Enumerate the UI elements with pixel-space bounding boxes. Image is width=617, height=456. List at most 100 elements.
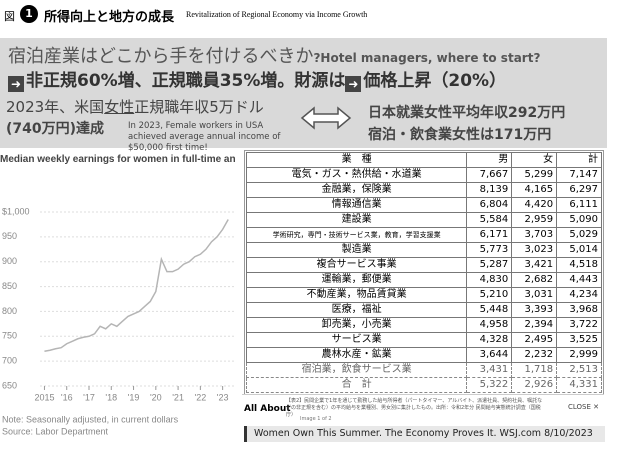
text: 価格上昇（20%）	[363, 71, 507, 91]
us-line: 2023年、米国女性正規職年収5万ドル	[6, 96, 264, 117]
double-arrow	[300, 106, 352, 130]
table: 業 種男女計電気・ガス・熱供給・水道業 7,667 5,299 7,147 金融業，保険…	[245, 152, 602, 393]
table-cell: 6,297	[556, 182, 602, 198]
table-cell: 5,773	[466, 242, 513, 258]
table-cell: 5,090	[556, 212, 602, 228]
table-row: 不動産業，物品賃貸業 5,210 3,031 4,234	[245, 287, 602, 303]
table-cell: 業 種	[245, 152, 468, 168]
header-icon: 図	[4, 10, 15, 23]
arrow-icon: ➜	[8, 76, 24, 92]
table-cell: 3,421	[511, 257, 558, 273]
table-cell: 4,518	[556, 257, 602, 273]
x-tick-label: '23	[217, 392, 229, 402]
table-cell: 3,722	[556, 317, 602, 333]
table-cell: 2,926	[511, 377, 558, 393]
table-cell: 卸売業，小売業	[245, 317, 468, 333]
table-cell: 2,682	[511, 272, 558, 288]
table-cell: 7,147	[556, 167, 602, 183]
header-title: 所得向上と地方の成長	[44, 10, 175, 25]
table-cell: 5,014	[556, 242, 602, 258]
text: 2023年、米国	[6, 98, 105, 116]
x-tick-label: '22	[194, 392, 206, 402]
table-row: サービス業 4,328 2,495 3,525	[245, 332, 602, 348]
x-tick-label: '20	[150, 392, 162, 402]
text: 女性	[104, 98, 135, 116]
x-tick-label: 2015	[34, 392, 54, 402]
table-cell: 3,393	[511, 302, 558, 318]
table-cell: 4,830	[466, 272, 513, 288]
table-row: 複合サービス事業 5,287 3,421 4,518	[245, 257, 602, 273]
y-tick-label: 800	[2, 306, 17, 316]
question-en: ?Hotel managers, where to start?	[313, 51, 541, 65]
table-cell: 5,584	[466, 212, 513, 228]
table-cell: 3,703	[511, 227, 558, 243]
y-tick-label: $1,000	[2, 206, 30, 216]
table-cell: 2,999	[556, 347, 602, 363]
table-cell: 製造業	[245, 242, 468, 258]
table-frame: 業 種男女計電気・ガス・熱供給・水道業 7,667 5,299 7,147 金融業，保険…	[244, 150, 604, 395]
arrow-icon: ➜	[345, 76, 362, 92]
banner-question: 宿泊産業はどこから手を付けるべきか?Hotel managers, where …	[8, 42, 540, 68]
jp-line1: 日本就業女性平均年収292万円	[368, 105, 566, 121]
table-cell: 電気・ガス・熱供給・水道業	[245, 167, 468, 183]
table-row: 製造業 5,773 3,023 5,014	[245, 242, 602, 258]
table-cell: 宿泊業，飲食サービス業	[245, 362, 468, 378]
table-row: 建設業 5,584 2,959 5,090	[245, 212, 602, 228]
y-tick-label: 900	[2, 256, 17, 266]
table-cell: 1,718	[511, 362, 558, 378]
table-cell: 5,448	[466, 302, 513, 318]
y-tick-label: 950	[2, 231, 17, 241]
table-cell: 2,232	[511, 347, 558, 363]
image-count: Image 1 of 2	[300, 416, 332, 422]
chart-note: Note: Seasonally adjusted, in current do…	[2, 414, 179, 424]
banner-line2: ➜ 非正規60%増、正規職員35%増。財源は ➜ 価格上昇（20%）	[8, 66, 506, 92]
table-row: 宿泊業，飲食サービス業 3,431 1,718 2,513	[245, 362, 602, 378]
y-tick-label: 850	[2, 281, 17, 291]
table-cell: 6,111	[556, 197, 602, 213]
table-cell: 6,171	[466, 227, 513, 243]
table-cell: 4,443	[556, 272, 602, 288]
y-tick-label: 750	[2, 331, 17, 341]
close-button[interactable]: CLOSE ✕	[568, 403, 600, 411]
table-cell: 3,525	[556, 332, 602, 348]
table-cell: 男	[466, 152, 513, 168]
table-cell: 女	[511, 152, 558, 168]
table-cell: 2,394	[511, 317, 558, 333]
logo: All About	[244, 404, 291, 414]
bottom-bar	[244, 426, 605, 442]
table-cell: 3,431	[466, 362, 513, 378]
table-cell: 5,299	[511, 167, 558, 183]
table-cell: 4,420	[511, 197, 558, 213]
table-row: 電気・ガス・熱供給・水道業 7,667 5,299 7,147	[245, 167, 602, 183]
table-cell: 3,031	[511, 287, 558, 303]
us-line2: (740万円)達成	[6, 121, 105, 137]
table-cell: 6,804	[466, 197, 513, 213]
table-cell: 医療，福祉	[245, 302, 468, 318]
table-cell: 建設業	[245, 212, 468, 228]
jp-line2: 宿泊・飲食業女性は171万円	[368, 127, 552, 143]
us-en: In 2023, Female workers in USA achieved …	[128, 121, 281, 153]
table-cell: 3,968	[556, 302, 602, 318]
table-row: 卸売業，小売業 4,958 2,394 3,722	[245, 317, 602, 333]
bottom-bar-text: Women Own This Summer. The Economy Prove…	[254, 428, 593, 439]
table-cell: 2,959	[511, 212, 558, 228]
table-cell: 2,513	[556, 362, 602, 378]
table-row: 金融業，保険業 8,139 4,165 6,297	[245, 182, 602, 198]
table-cell: 4,328	[466, 332, 513, 348]
table-row: 学術研究，専門・技術サービス業，教育，学習支援業 6,171 3,703 5,029	[245, 227, 602, 243]
table-cell: 5,322	[466, 377, 513, 393]
table-cell: 8,139	[466, 182, 513, 198]
footer	[242, 394, 604, 425]
table-row: 合 計 5,322 2,926 4,331	[245, 377, 602, 393]
text: 正規職年収5万ドル	[134, 98, 264, 116]
table-cell: 3,023	[511, 242, 558, 258]
banner	[0, 38, 607, 148]
line-series	[44, 219, 229, 352]
table-cell: 不動産業，物品賃貸業	[245, 287, 468, 303]
table-cell: 合 計	[245, 377, 468, 393]
table-cell: 学術研究，専門・技術サービス業，教育，学習支援業	[245, 227, 468, 243]
table-cell: 複合サービス事業	[245, 257, 468, 273]
y-tick-label: 650	[2, 380, 17, 390]
chart-title: Median weekly earnings for women in full…	[0, 154, 236, 165]
